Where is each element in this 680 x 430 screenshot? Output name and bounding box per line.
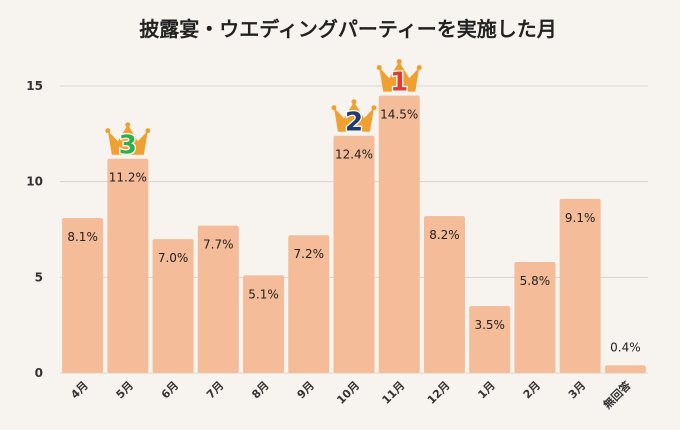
chart-title: 披露宴・ウエディングパーティーを実施した月 (139, 17, 556, 41)
data-label: 11.2% (109, 171, 147, 185)
bar (197, 225, 239, 373)
bar (107, 158, 149, 373)
data-labels: 8.1% 11.2% 7.0% 7.7% 5.1% 7.2% 12.4% 14.5% 8.2% 3… (67, 108, 640, 355)
x-tick-label: 5月 (114, 379, 136, 401)
rank-badges: 12 3 (105, 59, 422, 162)
bar (62, 218, 104, 373)
crown-icon: 2 (331, 99, 377, 139)
x-tick-label: 1月 (475, 379, 497, 401)
crown-shape (379, 61, 420, 92)
x-tick-label: 10月 (334, 379, 362, 407)
y-tick-label: 15 (26, 79, 43, 93)
data-label: 3.5% (474, 318, 505, 332)
rank-number: 3 (119, 131, 137, 161)
bar (152, 239, 194, 373)
x-tick-label: 7月 (204, 379, 226, 401)
bar (559, 198, 601, 373)
bar (378, 95, 420, 374)
data-label: 8.1% (67, 230, 98, 244)
x-tick-label: 6月 (159, 379, 181, 401)
y-tick-label: 0 (35, 366, 43, 380)
bar (243, 275, 285, 373)
bar (514, 262, 556, 373)
crown-tip (371, 105, 377, 111)
bar (423, 216, 465, 373)
y-axis-ticks: 0 5 10 15 (26, 79, 43, 380)
crown-tip (416, 65, 422, 71)
data-label: 8.2% (429, 228, 460, 242)
data-label: 5.8% (520, 274, 551, 288)
x-tick-label: 4月 (68, 379, 90, 401)
x-tick-label: 9月 (295, 379, 317, 401)
data-label: 9.1% (565, 211, 596, 225)
x-tick-label: 3月 (566, 379, 588, 401)
crown-tip (376, 65, 382, 71)
data-label: 14.5% (380, 108, 418, 122)
bar (469, 306, 511, 373)
bar (604, 365, 646, 373)
y-tick-label: 10 (26, 175, 43, 189)
crown-icon: 3 (105, 122, 151, 162)
x-tick-label: 11月 (380, 379, 408, 407)
data-label: 5.1% (248, 287, 279, 301)
x-tick-label: 12月 (425, 379, 453, 407)
bar (288, 235, 330, 373)
crown-shape (334, 101, 374, 132)
crown-tip (331, 105, 337, 111)
x-tick-label: 8月 (249, 379, 271, 401)
crown-tip (125, 122, 131, 128)
crown-tip (396, 59, 402, 65)
x-axis-ticks: 4月 5月 6月 7月 8月 9月 10月 11月 12月 1月 2月 3月 無回答 (68, 378, 634, 412)
crown-tip (351, 99, 357, 105)
crown-shape (107, 124, 148, 155)
rank-number: 1 (390, 68, 408, 98)
rank-number: 2 (345, 108, 363, 138)
x-tick-label: 2月 (521, 379, 543, 401)
bars (62, 95, 646, 374)
data-label: 7.0% (158, 251, 189, 265)
data-label: 0.4% (610, 340, 641, 354)
data-label: 7.7% (203, 238, 234, 252)
data-label: 7.2% (294, 247, 325, 261)
crown-tip (145, 128, 151, 134)
data-label: 12.4% (335, 148, 373, 162)
crown-icon: 1 (376, 59, 422, 99)
crown-tip (105, 128, 111, 134)
x-tick-label: 無回答 (600, 378, 634, 412)
bar (333, 135, 375, 373)
y-tick-label: 5 (35, 270, 43, 284)
